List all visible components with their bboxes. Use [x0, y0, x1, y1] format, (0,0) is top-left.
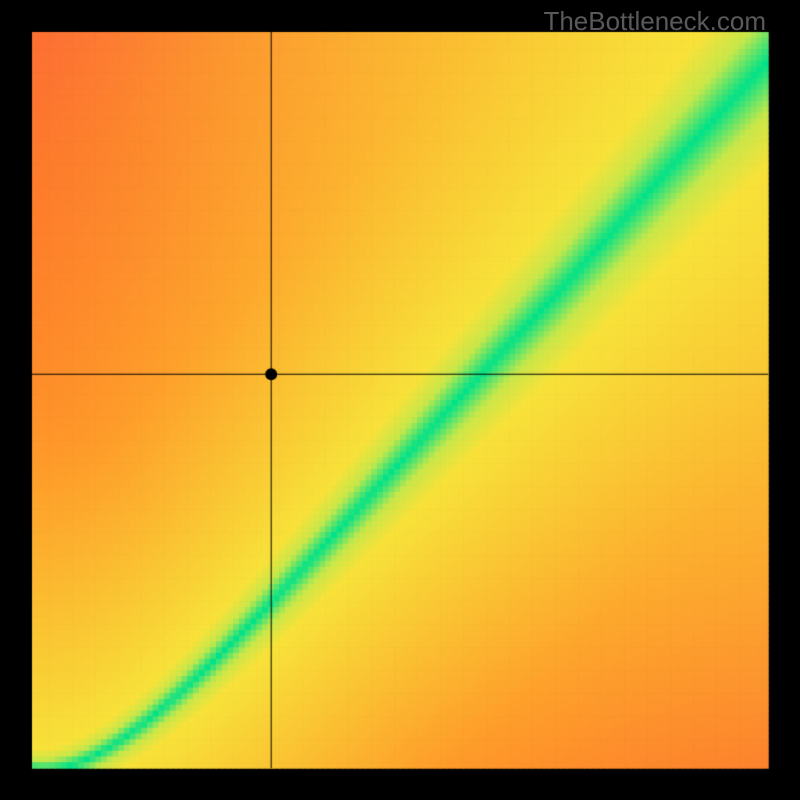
- bottleneck-heatmap: [0, 0, 800, 800]
- watermark-text: TheBottleneck.com: [543, 6, 766, 37]
